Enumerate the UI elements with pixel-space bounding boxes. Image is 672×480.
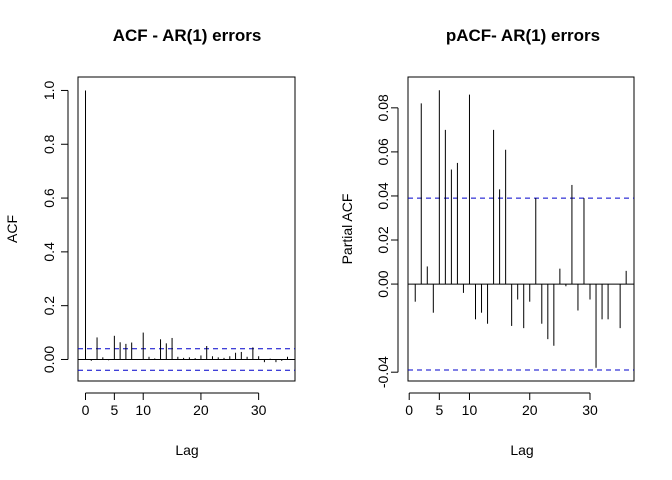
pacf-x-tick-label: 20 <box>522 402 538 418</box>
pacf-x-axis-label: Lag <box>510 442 533 458</box>
acf-panel: ACF - AR(1) errors Lag ACF 0 5 10 20 300.000… <box>4 26 296 458</box>
acf-y-tick-label: 1.0 <box>41 81 57 101</box>
pacf-y-tick-label: -0.04 <box>375 356 391 388</box>
pacf-y-tick-label: 0.00 <box>375 270 391 297</box>
acf-y-tick-label: 0.00 <box>41 346 57 373</box>
acf-plot-frame <box>77 76 296 382</box>
pacf-panel: pACF- AR(1) errors Lag Partial ACF 0 5 10 2… <box>339 26 635 458</box>
pacf-y-tick-label: 0.08 <box>375 94 391 121</box>
pacf-plot-frame <box>407 76 635 382</box>
acf-x-tick-label: 30 <box>251 402 267 418</box>
pacf-y-tick-label: 0.06 <box>375 138 391 165</box>
acf-chart-title: ACF - AR(1) errors <box>113 26 262 45</box>
acf-x-tick-label: 5 <box>110 402 118 418</box>
pacf-chart-title: pACF- AR(1) errors <box>446 26 600 45</box>
pacf-x-tick-label: 5 <box>435 402 443 418</box>
pacf-y-tick-label: 0.04 <box>375 182 391 209</box>
pacf-x-tick-label: 30 <box>582 402 598 418</box>
acf-x-tick-label: 10 <box>135 402 151 418</box>
pacf-y-tick-label: 0.02 <box>375 226 391 253</box>
pacf-marks: 0 5 10 20 30 -0.04 0.00 0.02 0.04 0.06 0.08 <box>375 90 634 418</box>
acf-y-tick-label: 0.4 <box>41 242 57 262</box>
acf-x-axis-label: Lag <box>175 442 198 458</box>
acf-x-tick-label: 20 <box>193 402 209 418</box>
pacf-x-tick-label: 0 <box>405 402 413 418</box>
pacf-y-axis-label: Partial ACF <box>339 194 355 265</box>
acf-y-tick-label: 0.2 <box>41 296 57 316</box>
acf-marks: 0 5 10 20 30 0.00 0.2 0.4 0.6 0.8 1.0 <box>41 81 295 418</box>
acf-x-tick-label: 0 <box>82 402 90 418</box>
acf-y-axis-label: ACF <box>4 215 20 243</box>
acf-y-tick-label: 0.8 <box>41 134 57 154</box>
acf-y-tick-label: 0.6 <box>41 188 57 208</box>
pacf-x-tick-label: 10 <box>462 402 478 418</box>
